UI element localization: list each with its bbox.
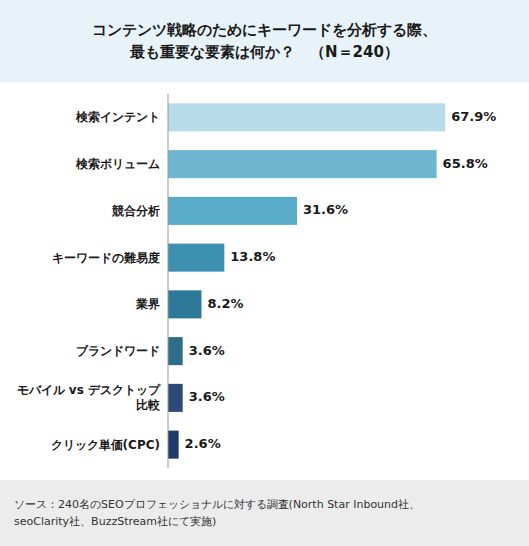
title-band — [0, 0, 529, 82]
bars — [168, 103, 445, 458]
category-label: モバイル vs デスクトップ比較 — [17, 383, 161, 412]
bar — [168, 244, 224, 272]
data-label: 31.6% — [303, 202, 348, 217]
bar — [168, 290, 201, 318]
category-label: 検索ボリューム — [75, 157, 160, 171]
title: コンテンツ戦略のためにキーワードを分析する際、最も重要な要素は何か？ （N＝24… — [92, 21, 437, 61]
footer-band — [0, 480, 529, 546]
y-axis-line — [168, 94, 169, 468]
bar — [168, 337, 183, 365]
source-note: ソース：240名のSEOプロフェッショナルに対する調査(North Star I… — [14, 498, 420, 528]
bar — [168, 103, 445, 131]
chart: コンテンツ戦略のためにキーワードを分析する際、最も重要な要素は何か？ （N＝24… — [0, 0, 529, 546]
category-label: 競合分析 — [111, 203, 160, 217]
bar — [168, 431, 179, 459]
bar — [168, 384, 183, 412]
data-label: 65.8% — [443, 156, 488, 171]
category-label: 業界 — [135, 297, 160, 311]
category-label: 検索インテント — [75, 110, 160, 124]
category-label: キーワードの難易度 — [52, 250, 160, 264]
data-label: 3.6% — [189, 343, 225, 358]
background — [0, 0, 529, 546]
data-label: 8.2% — [207, 296, 243, 311]
category-label: ブランドワード — [76, 344, 160, 358]
bar — [168, 197, 297, 225]
data-label: 3.6% — [189, 389, 225, 404]
data-label: 2.6% — [185, 436, 221, 451]
labels: 67.9% 検索インテント 65.8% 検索ボリューム 31.6% 競合分析 13.8% キー… — [17, 109, 497, 451]
data-label: 13.8% — [230, 249, 275, 264]
category-label: クリック単価(CPC) — [51, 437, 160, 451]
data-label: 67.9% — [451, 109, 496, 124]
bar — [168, 150, 437, 178]
